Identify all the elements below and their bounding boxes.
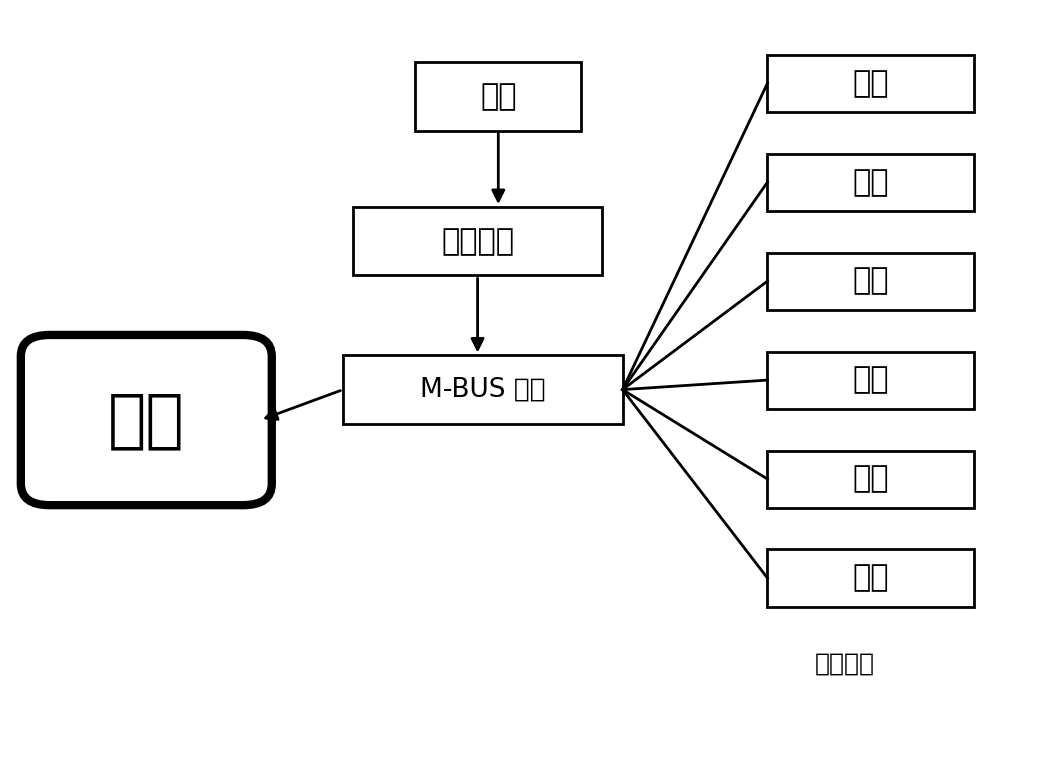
Text: 供电电路: 供电电路 (441, 227, 514, 256)
Text: 从站: 从站 (853, 167, 890, 196)
Text: 从站: 从站 (853, 69, 890, 98)
Bar (343, 355, 623, 424)
Bar (767, 154, 975, 211)
Text: 从站: 从站 (853, 267, 890, 296)
Bar (767, 549, 975, 607)
Text: 从站: 从站 (853, 564, 890, 593)
FancyBboxPatch shape (21, 335, 272, 505)
Text: 从站: 从站 (853, 465, 890, 494)
Text: M-BUS 总线: M-BUS 总线 (420, 377, 546, 403)
Bar (767, 451, 975, 507)
Text: 从站: 从站 (853, 366, 890, 394)
Bar (767, 55, 975, 112)
Bar (767, 351, 975, 409)
Bar (415, 63, 581, 131)
Text: 电池: 电池 (480, 82, 517, 111)
Bar (353, 207, 602, 276)
Text: 主站: 主站 (108, 389, 185, 451)
Bar (767, 253, 975, 309)
Text: （多个）: （多个） (815, 652, 875, 675)
